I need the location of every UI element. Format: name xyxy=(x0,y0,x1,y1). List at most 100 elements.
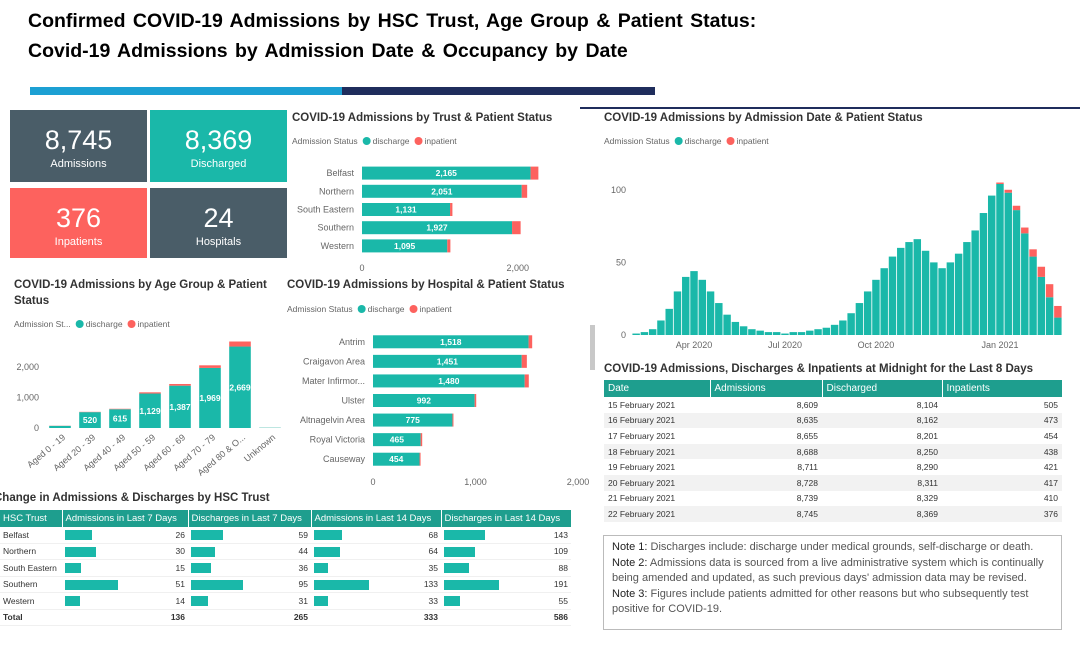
data-bar xyxy=(191,596,208,606)
y-tick-label: 50 xyxy=(616,257,626,267)
bar-segment xyxy=(521,354,527,368)
bar-segment xyxy=(781,333,789,335)
data-bar xyxy=(65,530,92,540)
table-row: 21 February 2021 8,739 8,329 410 xyxy=(604,491,1062,507)
table-cell: 95 xyxy=(188,576,311,593)
legend-label: inpatient xyxy=(420,304,453,314)
table-cell: 20 February 2021 xyxy=(604,474,710,491)
note-label: Note 1: xyxy=(612,541,648,553)
bar-segment xyxy=(748,329,756,335)
legend-swatch xyxy=(409,305,418,313)
data-bar xyxy=(314,579,369,590)
bar-segment xyxy=(905,242,913,335)
data-label: 1,387 xyxy=(169,402,191,412)
cell-value: 333 xyxy=(423,612,438,623)
table-row: 22 February 2021 8,745 8,369 376 xyxy=(604,506,1062,522)
note-label: Note 3: xyxy=(612,587,648,600)
table-row: 20 February 2021 8,728 8,311 417 xyxy=(604,474,1062,491)
table-cell: 417 xyxy=(942,474,1062,491)
bar-segment xyxy=(772,332,781,335)
cell-value: 265 xyxy=(293,612,308,623)
data-bar xyxy=(65,596,80,606)
data-bar xyxy=(65,546,97,557)
bar-segment xyxy=(665,308,673,335)
bar-segment xyxy=(996,183,1004,335)
legend-label: inpatient xyxy=(425,136,458,146)
y-tick-label: Mater Infirmor... xyxy=(302,376,365,386)
y-tick-label: Belfast xyxy=(326,168,354,178)
header: Confirmed COVID-19 Admissions by HSC Tru… xyxy=(28,6,756,66)
table-cell: 51 xyxy=(62,576,188,593)
cell-value: 143 xyxy=(553,529,568,540)
x-tick-label: 2,000 xyxy=(567,477,590,487)
y-tick-label: Royal Victoria xyxy=(310,435,365,445)
divider xyxy=(580,107,1080,109)
bar-segment xyxy=(450,203,453,216)
bar-segment xyxy=(797,332,806,335)
table-cell: 8,250 xyxy=(822,443,942,460)
table-cell: South Eastern xyxy=(0,559,62,577)
legend-swatch xyxy=(75,320,84,328)
bar-segment xyxy=(963,242,971,335)
bar-segment xyxy=(362,184,522,198)
bar-segment xyxy=(739,326,748,335)
cell-value: 30 xyxy=(175,546,185,557)
daily-table: Date Admissions Discharged Inpatients 15 Feb… xyxy=(604,380,1063,522)
legend-title: Admission Status xyxy=(287,304,353,314)
column-header: Discharges in Last 14 Days xyxy=(441,510,572,527)
cell-value: 15 xyxy=(175,562,185,573)
table-cell: 8,711 xyxy=(797,462,818,473)
bar-segment xyxy=(373,452,420,466)
decor-bar xyxy=(342,87,655,95)
data-bar xyxy=(444,596,460,606)
data-bar xyxy=(191,530,224,540)
x-tick-label: 0 xyxy=(359,263,364,273)
bar-segment xyxy=(109,409,131,428)
bar-segment xyxy=(528,335,533,349)
table-row: Total 136 265 333 586 xyxy=(0,608,571,626)
table-cell: 376 xyxy=(942,506,1062,522)
table-cell: 8,635 xyxy=(710,412,822,429)
data-bar xyxy=(65,579,118,590)
cell-value: 136 xyxy=(170,612,185,623)
table-row: 19 February 2021 8,711 8,290 421 xyxy=(604,459,1062,475)
data-bar xyxy=(444,563,470,573)
table-cell: 454 xyxy=(1043,430,1058,441)
column-header: Discharged xyxy=(822,380,943,397)
data-label: 1,095 xyxy=(394,241,416,251)
data-bar xyxy=(444,546,476,557)
table-title: Change in Admissions & Discharges by HSC… xyxy=(0,492,270,504)
x-tick-label: Unknown xyxy=(242,432,277,464)
cell-value: 586 xyxy=(553,612,568,623)
bar-segment xyxy=(1045,284,1054,298)
column-header: Discharges in Last 7 Days xyxy=(188,510,312,527)
data-label: 2,165 xyxy=(436,168,458,178)
bar-segment xyxy=(855,303,864,335)
column-header: Admissions in Last 7 Days xyxy=(62,510,189,527)
column-header: Date xyxy=(604,380,711,397)
bar-segment xyxy=(169,383,191,386)
cell-value: 64 xyxy=(428,546,438,557)
y-tick-label: South Eastern xyxy=(297,205,354,215)
bar-segment xyxy=(229,346,251,428)
table-cell: 8,311 xyxy=(822,474,942,491)
bar-segment xyxy=(996,182,1004,184)
data-label: 520 xyxy=(83,415,97,425)
bar-segment xyxy=(822,327,831,335)
scrollbar[interactable] xyxy=(590,325,595,370)
cell-value: 191 xyxy=(553,579,568,590)
table-cell: 36 xyxy=(188,559,311,577)
data-label: 1,451 xyxy=(437,356,459,366)
data-label: 1,129 xyxy=(139,406,161,416)
bar-segment xyxy=(139,393,161,428)
kpi-label: Hospitals xyxy=(195,236,242,248)
table-row: 18 February 2021 8,688 8,250 438 xyxy=(604,443,1062,460)
bar-segment xyxy=(139,392,161,394)
bar-segment xyxy=(373,374,525,388)
data-label: 615 xyxy=(113,414,127,424)
table-cell: 8,290 xyxy=(916,462,938,473)
bar-segment xyxy=(814,329,822,335)
bar-segment xyxy=(847,313,855,335)
table-cell: 8,329 xyxy=(916,493,938,504)
bar-segment xyxy=(863,291,872,335)
